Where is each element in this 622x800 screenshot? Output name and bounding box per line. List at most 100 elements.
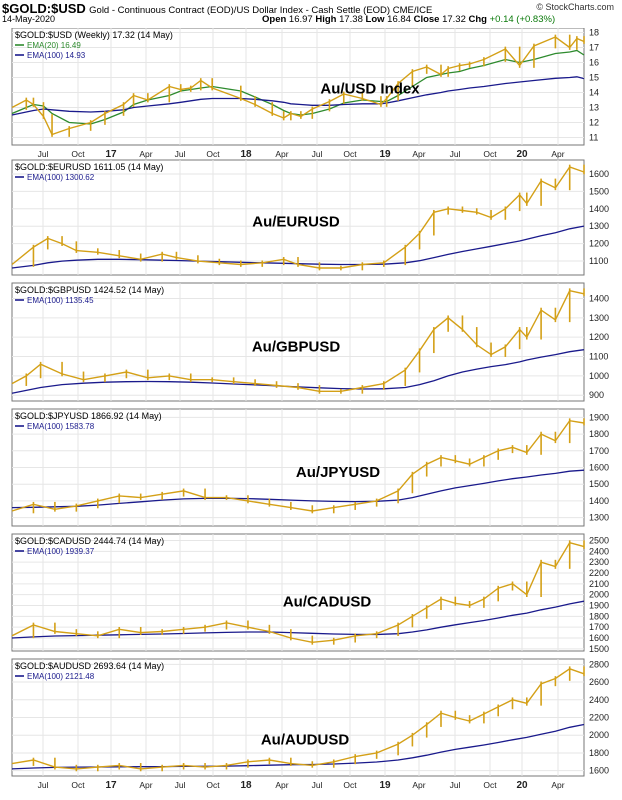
y-tick-label: 1600 (589, 169, 609, 179)
y-tick-label: 1600 (589, 633, 609, 643)
y-tick-label: 1600 (589, 463, 609, 473)
low-label: Low (365, 14, 385, 25)
chart-panel-4: 1300 1400 1500 1600 1700 1800 1900 $GOLD:$JPYUS… (11, 408, 609, 527)
panel-frame (11, 159, 585, 276)
ohlc-readout: Open 16.97 High 17.38 Low 16.84 Close 17… (262, 14, 555, 25)
y-tick-label: 17 (589, 43, 599, 53)
brand-label: © StockCharts.com (536, 2, 614, 12)
chart-panel-6: 1600 1800 2000 2200 2400 2600 2800 $GOLD:$AUDUS… (11, 658, 609, 791)
price-line (11, 668, 585, 770)
y-tick-label: 1900 (589, 412, 609, 422)
legend-entry: EMA(100) 2121.48 (27, 672, 95, 681)
panel-annotation: Au/USD Index (320, 81, 420, 98)
x-tick-label: Apr (412, 780, 425, 790)
ema-line (11, 349, 585, 394)
y-tick-label: 1300 (589, 313, 609, 323)
close-label: Close (413, 14, 440, 25)
y-tick-label: 1600 (589, 766, 609, 776)
x-tick-label: 20 (516, 149, 528, 160)
panel-annotation: Au/JPYUSD (296, 464, 380, 481)
symbol-description: Gold - Continuous Contract (EOD)/US Doll… (89, 5, 433, 16)
x-tick-label: Oct (71, 780, 85, 790)
legend-title: $GOLD:$JPYUSD 1866.92 (14 May) (15, 411, 162, 421)
legend-entry: EMA(100) 1939.37 (27, 547, 95, 556)
x-tick-label: Oct (343, 149, 357, 159)
legend-entry: EMA(100) 1135.45 (27, 296, 94, 305)
y-tick-label: 2500 (589, 536, 609, 546)
y-tick-label: 2100 (589, 579, 609, 589)
x-tick-label: Oct (343, 780, 357, 790)
y-tick-label: 11 (589, 133, 598, 143)
panel-frame (11, 533, 585, 652)
chart-panel-2: 1100 1200 1300 1400 1500 1600 $GOLD:$EURUSD 16… (11, 159, 609, 276)
y-tick-label: 1800 (589, 611, 609, 621)
price-line (11, 166, 585, 269)
y-tick-label: 1300 (589, 221, 609, 231)
y-tick-label: 2400 (589, 695, 609, 705)
high-value: 17.38 (339, 14, 363, 25)
x-tick-label: Oct (206, 149, 220, 159)
price-line (11, 541, 585, 644)
x-tick-label: Apr (412, 149, 425, 159)
symbol-label: $GOLD:$USD (2, 1, 86, 16)
y-tick-label: 13 (589, 103, 599, 113)
y-tick-label: 1200 (589, 239, 609, 249)
y-tick-label: 1400 (589, 496, 609, 506)
x-tick-label: Jul (312, 149, 323, 159)
chart-panel-3: 900 1000 1100 1200 1300 1400 $GOLD:$GBPUSD 142… (11, 282, 609, 402)
x-tick-label: Jul (175, 780, 186, 790)
x-tick-label: Jul (38, 149, 49, 159)
y-tick-label: 2600 (589, 677, 609, 687)
y-tick-label: 1500 (589, 186, 609, 196)
x-tick-label: Jul (312, 780, 323, 790)
x-tick-label: Jul (450, 149, 461, 159)
ema-line (11, 469, 585, 509)
panel-annotation: Au/EURUSD (252, 214, 340, 231)
chart-panel-1: 11 12 13 14 15 16 17 18 $GOLD:$USD (Weekly) 17.3… (11, 28, 599, 160)
chart-date: 14-May-2020 (2, 14, 56, 24)
y-tick-label: 1700 (589, 446, 609, 456)
legend-title: $GOLD:$CADUSD 2444.74 (14 May) (15, 536, 164, 546)
legend-entry: EMA(100) 14.93 (27, 51, 86, 60)
open-value: 16.97 (288, 14, 313, 25)
ema-line (11, 723, 585, 770)
y-tick-label: 1200 (589, 332, 609, 342)
legend: $GOLD:$JPYUSD 1866.92 (14 May)EMA(100) 1… (15, 411, 162, 431)
y-tick-label: 1900 (589, 601, 609, 611)
price-line (11, 419, 585, 512)
price-line (11, 289, 585, 392)
y-tick-label: 12 (589, 118, 599, 128)
y-tick-label: 1500 (589, 644, 609, 654)
high-label: High (315, 14, 337, 25)
y-tick-label: 2000 (589, 590, 609, 600)
y-tick-label: 15 (589, 73, 599, 83)
legend-title: $GOLD:$USD (Weekly) 17.32 (14 May) (15, 30, 173, 40)
y-tick-label: 1100 (589, 352, 608, 362)
x-tick-label: 18 (240, 780, 252, 791)
low-value: 16.84 (387, 14, 411, 25)
y-tick-label: 1800 (589, 748, 609, 758)
y-tick-label: 1100 (589, 256, 608, 266)
x-tick-label: 17 (105, 780, 117, 791)
x-tick-label: Apr (275, 780, 288, 790)
x-tick-label: Jul (175, 149, 186, 159)
legend: $GOLD:$CADUSD 2444.74 (14 May)EMA(100) 1… (15, 536, 164, 556)
x-tick-label: 19 (379, 780, 391, 791)
price-line (11, 36, 585, 136)
legend-title: $GOLD:$GBPUSD 1424.52 (14 May) (15, 285, 164, 295)
y-tick-label: 2200 (589, 568, 609, 578)
y-tick-label: 16 (589, 58, 599, 68)
x-tick-label: Apr (551, 780, 564, 790)
charts-container: 11 12 13 14 15 16 17 18 $GOLD:$USD (Weekly) 17.3… (11, 28, 609, 791)
x-tick-label: Apr (275, 149, 288, 159)
y-tick-label: 18 (589, 28, 599, 38)
x-tick-label: Jul (38, 780, 49, 790)
y-tick-label: 2300 (589, 557, 609, 567)
legend-title: $GOLD:$AUDUSD 2693.64 (14 May) (15, 661, 164, 671)
y-tick-label: 2400 (589, 546, 609, 556)
y-tick-label: 1700 (589, 622, 609, 632)
x-tick-label: 17 (105, 149, 117, 160)
y-tick-label: 900 (589, 390, 604, 400)
chart-header: $GOLD:$USD Gold - Continuous Contract (E… (0, 0, 622, 28)
y-tick-label: 2800 (589, 659, 609, 669)
